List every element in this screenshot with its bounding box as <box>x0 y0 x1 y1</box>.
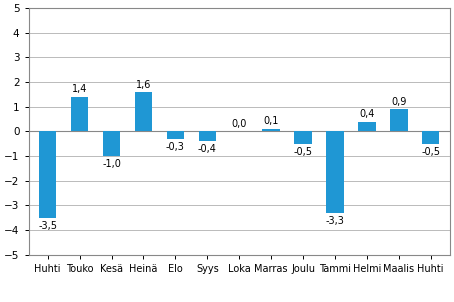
Text: 0,4: 0,4 <box>359 109 375 119</box>
Text: -3,3: -3,3 <box>326 216 345 226</box>
Bar <box>198 131 216 141</box>
Text: -0,5: -0,5 <box>294 147 312 157</box>
Bar <box>422 131 439 144</box>
Bar <box>135 92 152 131</box>
Bar <box>262 129 280 131</box>
Bar <box>326 131 344 213</box>
Text: -1,0: -1,0 <box>102 159 121 169</box>
Bar <box>39 131 56 218</box>
Text: -3,5: -3,5 <box>38 221 57 231</box>
Text: 1,6: 1,6 <box>136 79 151 89</box>
Text: 0,1: 0,1 <box>263 117 279 127</box>
Text: -0,5: -0,5 <box>421 147 440 157</box>
Bar <box>71 97 89 131</box>
Text: 0,0: 0,0 <box>232 119 247 129</box>
Bar <box>358 121 375 131</box>
Text: 1,4: 1,4 <box>72 85 87 95</box>
Text: -0,4: -0,4 <box>198 144 217 154</box>
Text: -0,3: -0,3 <box>166 142 185 152</box>
Bar <box>390 109 408 131</box>
Bar <box>294 131 312 144</box>
Bar <box>167 131 184 139</box>
Text: 0,9: 0,9 <box>391 97 406 107</box>
Bar <box>103 131 120 156</box>
